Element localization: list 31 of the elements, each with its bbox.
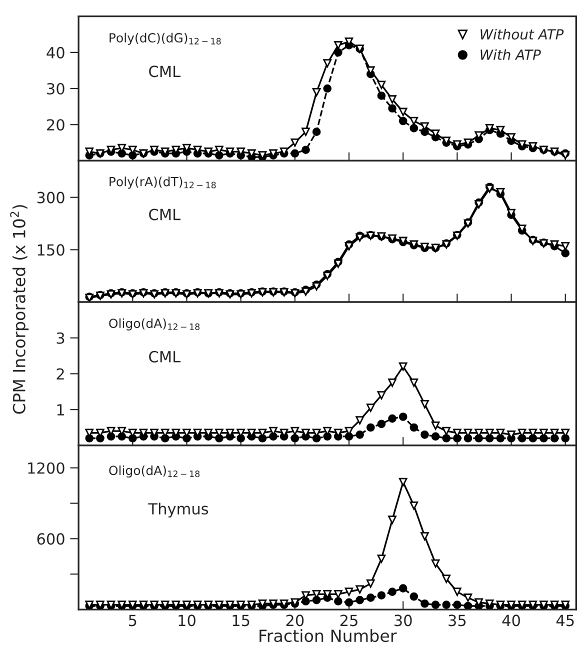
annotation: Poly(rA)(dT)$_{12−18}$: [110, 176, 216, 189]
y-tick-label: 20: [47, 119, 64, 131]
y-tick-label: 600: [37, 533, 64, 545]
y-tick-label: 300: [37, 192, 64, 204]
annotation: CML: [149, 66, 181, 78]
y-tick-label: 1200: [28, 462, 64, 474]
x-tick-label: 30: [394, 614, 412, 626]
annotation: Oligo(dA)$_{12−18}$: [109, 318, 200, 330]
y-tick-label: 2: [56, 368, 64, 380]
y-tick-label: 150: [38, 244, 64, 256]
x-tick-label: 45: [556, 614, 574, 626]
annotation: CML: [149, 208, 181, 220]
x-tick-label: 20: [286, 614, 304, 626]
x-tick-label: 40: [502, 614, 520, 626]
x-axis-title: Fraction Number: [260, 629, 397, 642]
legend-label: With ATP: [480, 49, 541, 60]
y-tick-label: 40: [46, 46, 64, 58]
annotation: CML: [149, 350, 181, 362]
legend-label: Without ATP: [480, 28, 564, 40]
annotation: Poly(dC)(dG)$_{12−18}$: [110, 32, 221, 45]
y-tick-label: 3: [56, 332, 64, 344]
y-axis-title: CPM Incorporated (x 10$^{2}$): [10, 205, 29, 414]
x-tick-label: 25: [340, 614, 358, 626]
annotation: Thymus: [148, 502, 208, 518]
x-tick-label: 10: [178, 614, 196, 626]
x-tick-label: 35: [448, 614, 466, 626]
x-tick-label: 15: [232, 614, 250, 626]
annotation: Oligo(dA)$_{12−18}$: [109, 465, 200, 478]
y-tick-label: 1: [57, 404, 64, 416]
y-tick-label: 30: [47, 82, 64, 95]
x-tick-label: 5: [128, 614, 136, 626]
